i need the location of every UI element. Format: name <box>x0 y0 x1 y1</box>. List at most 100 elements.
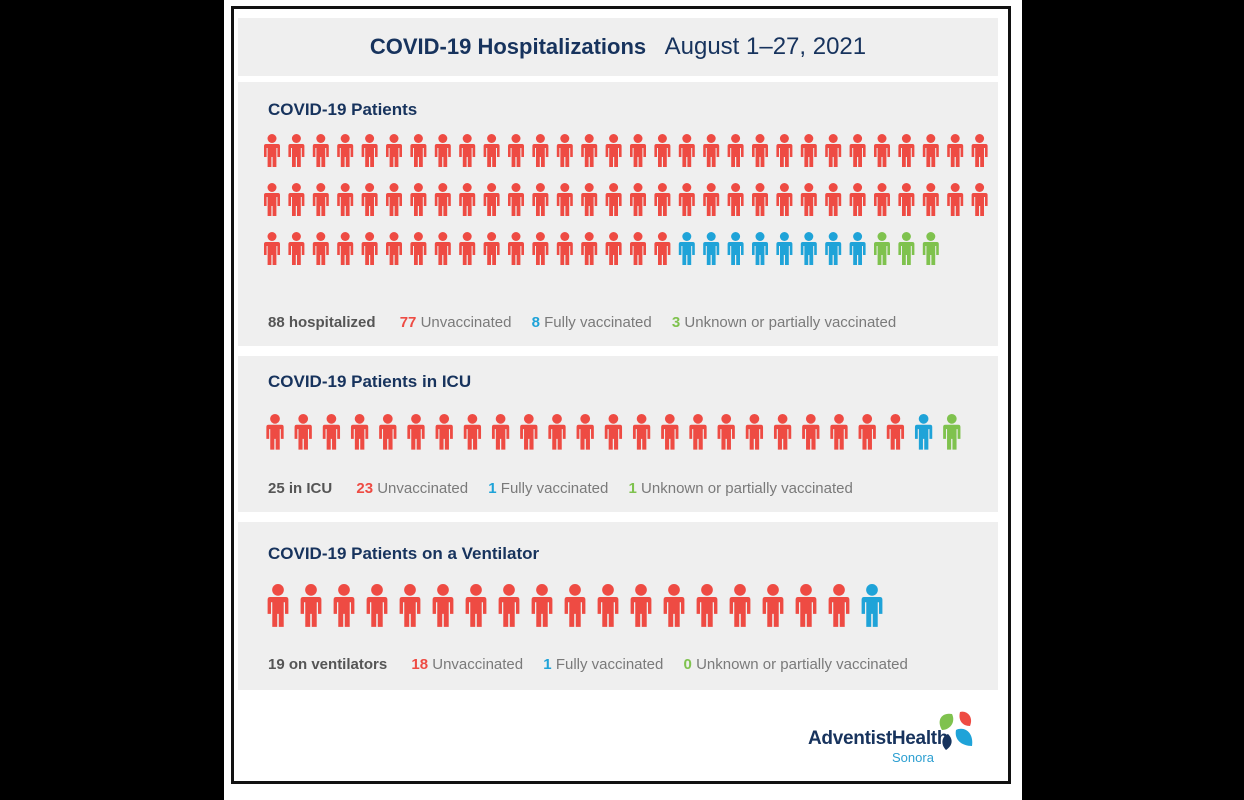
unvaccinated-person-icon <box>654 183 671 216</box>
unvaccinated-person-icon <box>752 134 768 167</box>
fully-vaccinated-person-icon <box>727 232 744 265</box>
unvaccinated-person-icon <box>922 134 939 167</box>
unvaccinated-person-icon <box>632 414 651 450</box>
unvaccinated-person-icon <box>361 232 378 265</box>
unknown-label: Unknown or partially vaccinated <box>696 656 908 673</box>
fully-vaccinated-label: Fully vaccinated <box>500 480 609 497</box>
unknown-person-icon <box>943 414 961 450</box>
unvaccinated-person-icon <box>886 414 905 450</box>
unvaccinated-person-icon <box>762 584 784 627</box>
unknown-count: 0 <box>683 656 692 673</box>
unvaccinated-person-icon <box>294 414 312 450</box>
brand-name: AdventistHealth <box>808 728 949 749</box>
unvaccinated-person-icon <box>520 414 538 450</box>
unvaccinated-person-icon <box>745 414 764 450</box>
unvaccinated-person-icon <box>288 183 305 216</box>
unvaccinated-person-icon <box>483 134 500 167</box>
unvaccinated-person-icon <box>434 134 451 167</box>
unvaccinated-person-icon <box>508 134 524 167</box>
stats-row: 19 on ventilators 18 Unvaccinated 1 Full… <box>268 656 924 673</box>
unknown-person-icon <box>922 232 939 265</box>
unvaccinated-person-icon <box>508 183 524 216</box>
unvaccinated-person-icon <box>696 584 718 627</box>
unvaccinated-person-icon <box>581 232 598 265</box>
unvaccinated-person-icon <box>947 134 964 167</box>
unvaccinated-person-icon <box>605 232 622 265</box>
unvaccinated-person-icon <box>498 584 520 627</box>
page-title: COVID-19 Hospitalizations <box>369 34 647 59</box>
title-panel: COVID-19 Hospitalizations August 1–27, 2… <box>238 18 998 76</box>
unvaccinated-person-icon <box>531 584 553 627</box>
unvaccinated-person-icon <box>630 232 646 265</box>
fully-vaccinated-person-icon <box>776 232 793 265</box>
unvaccinated-person-icon <box>465 584 487 627</box>
unvaccinated-person-icon <box>874 183 890 216</box>
unvaccinated-person-icon <box>828 584 850 627</box>
unvaccinated-person-icon <box>727 134 744 167</box>
unvaccinated-person-icon <box>795 584 817 627</box>
unvaccinated-person-icon <box>800 183 817 216</box>
unvaccinated-person-icon <box>312 134 329 167</box>
unvaccinated-label: Unvaccinated <box>420 314 512 331</box>
unvaccinated-person-icon <box>410 183 427 216</box>
section-patients: COVID-19 Patients 88 hospitalized 77 Unv… <box>238 82 998 346</box>
fully-vaccinated-person-icon <box>914 414 933 450</box>
unvaccinated-person-icon <box>288 134 305 167</box>
stats-row: 88 hospitalized 77 Unvaccinated 8 Fully … <box>268 314 912 331</box>
unvaccinated-person-icon <box>435 414 453 450</box>
unvaccinated-person-icon <box>556 232 573 265</box>
unvaccinated-person-icon <box>432 584 454 627</box>
stats-row: 25 in ICU 23 Unvaccinated 1 Fully vaccin… <box>268 480 869 497</box>
unvaccinated-person-icon <box>581 134 598 167</box>
fully-vaccinated-person-icon <box>849 232 866 265</box>
unvaccinated-person-icon <box>483 232 500 265</box>
icu-icon-grid <box>266 414 961 450</box>
unknown-count: 1 <box>628 480 637 497</box>
unvaccinated-person-icon <box>532 183 549 216</box>
unvaccinated-count: 18 <box>411 656 429 673</box>
unvaccinated-person-icon <box>459 134 476 167</box>
unvaccinated-person-icon <box>532 232 549 265</box>
unvaccinated-person-icon <box>386 232 402 265</box>
unvaccinated-person-icon <box>508 232 524 265</box>
unvaccinated-person-icon <box>361 134 378 167</box>
brand-logo: AdventistHealth Sonora <box>806 708 986 770</box>
unvaccinated-person-icon <box>802 414 820 450</box>
unvaccinated-person-icon <box>971 134 988 167</box>
unvaccinated-person-icon <box>399 584 421 627</box>
section-title: COVID-19 Patients in ICU <box>268 372 472 391</box>
unvaccinated-person-icon <box>532 134 549 167</box>
date-range: August 1–27, 2021 <box>664 33 867 60</box>
unvaccinated-person-icon <box>379 414 397 450</box>
unvaccinated-person-icon <box>678 134 695 167</box>
unknown-person-icon <box>874 232 890 265</box>
unvaccinated-person-icon <box>663 584 685 627</box>
unknown-label: Unknown or partially vaccinated <box>684 314 897 331</box>
unvaccinated-person-icon <box>971 183 988 216</box>
unvaccinated-person-icon <box>407 414 425 450</box>
unvaccinated-person-icon <box>434 183 451 216</box>
unvaccinated-label: Unvaccinated <box>432 656 524 673</box>
unvaccinated-person-icon <box>288 232 305 265</box>
section-title: COVID-19 Patients on a Ventilator <box>268 544 540 563</box>
section-ventilator: COVID-19 Patients on a Ventilator 19 on … <box>238 522 998 690</box>
unvaccinated-person-icon <box>267 584 289 627</box>
unvaccinated-person-icon <box>459 183 476 216</box>
unknown-label: Unknown or partially vaccinated <box>641 480 853 497</box>
unvaccinated-person-icon <box>898 183 915 216</box>
fully-vaccinated-person-icon <box>703 232 720 265</box>
unvaccinated-person-icon <box>581 183 598 216</box>
ventilator-icon-grid <box>267 584 883 627</box>
section-title: COVID-19 Patients <box>268 100 418 119</box>
unvaccinated-person-icon <box>661 414 679 450</box>
unvaccinated-person-icon <box>483 183 500 216</box>
fully-vaccinated-count: 8 <box>531 314 540 331</box>
fully-vaccinated-person-icon <box>678 232 695 265</box>
unvaccinated-person-icon <box>703 134 720 167</box>
unvaccinated-person-icon <box>604 414 623 450</box>
fully-vaccinated-label: Fully vaccinated <box>555 656 664 673</box>
fully-vaccinated-count: 1 <box>488 480 497 497</box>
unvaccinated-count: 77 <box>399 314 417 331</box>
unvaccinated-person-icon <box>312 232 329 265</box>
unvaccinated-person-icon <box>337 134 354 167</box>
